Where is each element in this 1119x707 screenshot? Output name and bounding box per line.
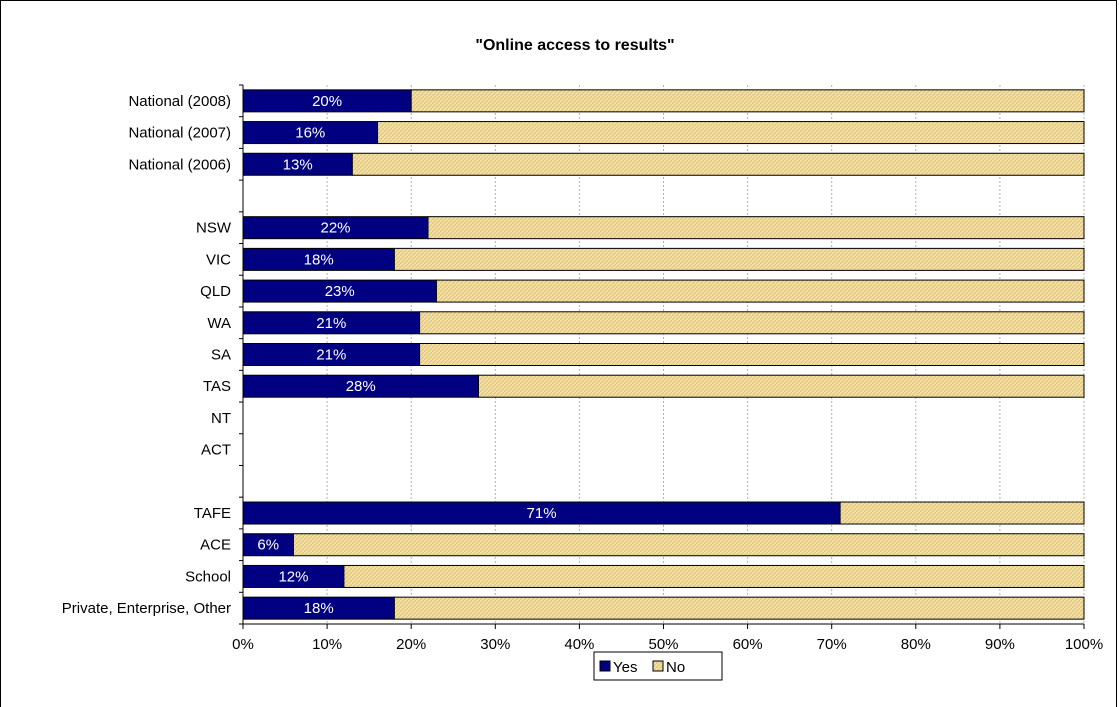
legend-swatch-no bbox=[652, 660, 664, 672]
legend-label-yes: Yes bbox=[613, 659, 637, 676]
bar-no bbox=[410, 89, 1085, 113]
data-label: 18% bbox=[304, 251, 334, 268]
bar-no bbox=[393, 596, 1085, 620]
x-tick-label: 0% bbox=[232, 636, 254, 653]
data-label: 20% bbox=[312, 93, 342, 110]
category-label: School bbox=[185, 568, 231, 585]
data-label: 12% bbox=[278, 568, 308, 585]
data-label: 16% bbox=[295, 125, 325, 142]
category-label: QLD bbox=[200, 283, 231, 300]
category-label: NSW bbox=[196, 220, 232, 237]
bar-no bbox=[393, 247, 1085, 271]
bar-no bbox=[477, 374, 1085, 398]
category-label: TAFE bbox=[194, 505, 231, 522]
chart-title: "Online access to results" bbox=[475, 37, 674, 54]
category-label: WA bbox=[207, 315, 231, 332]
data-label: 21% bbox=[316, 315, 346, 332]
bar-no bbox=[427, 216, 1085, 240]
data-label: 13% bbox=[283, 156, 313, 173]
legend-swatch-yes bbox=[599, 660, 611, 672]
data-label: 6% bbox=[257, 537, 279, 554]
bar-no bbox=[419, 343, 1085, 366]
category-labels: National (2008) National (2007) National (… bbox=[62, 93, 232, 617]
x-tick-label: 10% bbox=[312, 636, 342, 653]
bar-no bbox=[839, 501, 1085, 525]
x-tick-label: 40% bbox=[564, 636, 594, 653]
legend-label-no: No bbox=[666, 659, 685, 676]
category-label: TAS bbox=[203, 378, 231, 395]
x-tick-label: 80% bbox=[901, 636, 931, 653]
bar-no bbox=[351, 152, 1085, 176]
bars-layer: 20%16%13%22%18%23%21%21%28%71%6%12%18% bbox=[242, 89, 1085, 620]
x-tick-label: 100% bbox=[1065, 636, 1103, 653]
legend[interactable]: Yes No bbox=[593, 651, 723, 681]
category-label: NT bbox=[211, 410, 231, 427]
data-label: 21% bbox=[316, 347, 346, 364]
category-label: SA bbox=[211, 347, 231, 364]
bar-no bbox=[343, 564, 1085, 588]
x-tick-label: 60% bbox=[733, 636, 763, 653]
category-label: VIC bbox=[206, 251, 231, 268]
category-label: ACT bbox=[201, 442, 231, 459]
bar-no bbox=[419, 311, 1085, 335]
bar-no bbox=[377, 121, 1085, 145]
data-label: 18% bbox=[304, 600, 334, 617]
x-tick-label: 30% bbox=[480, 636, 510, 653]
x-tick-label: 70% bbox=[817, 636, 847, 653]
data-label: 28% bbox=[346, 378, 376, 395]
data-label: 71% bbox=[527, 505, 557, 522]
axis-layer: 0% 10% 20% 30% 40% 50% 60% 70% 80% 90% 100% bbox=[232, 84, 1103, 653]
x-tick-label: 90% bbox=[985, 636, 1015, 653]
bar-no bbox=[292, 533, 1085, 557]
data-label: 22% bbox=[320, 220, 350, 237]
data-label: 23% bbox=[325, 283, 355, 300]
category-label: National (2006) bbox=[128, 156, 231, 173]
category-label: Private, Enterprise, Other bbox=[62, 600, 231, 617]
category-label: National (2007) bbox=[128, 125, 231, 142]
category-label: ACE bbox=[200, 537, 231, 554]
x-tick-label: 50% bbox=[648, 636, 678, 653]
x-tick-label: 20% bbox=[396, 636, 426, 653]
category-label: National (2008) bbox=[128, 93, 231, 110]
bar-no bbox=[435, 279, 1085, 303]
